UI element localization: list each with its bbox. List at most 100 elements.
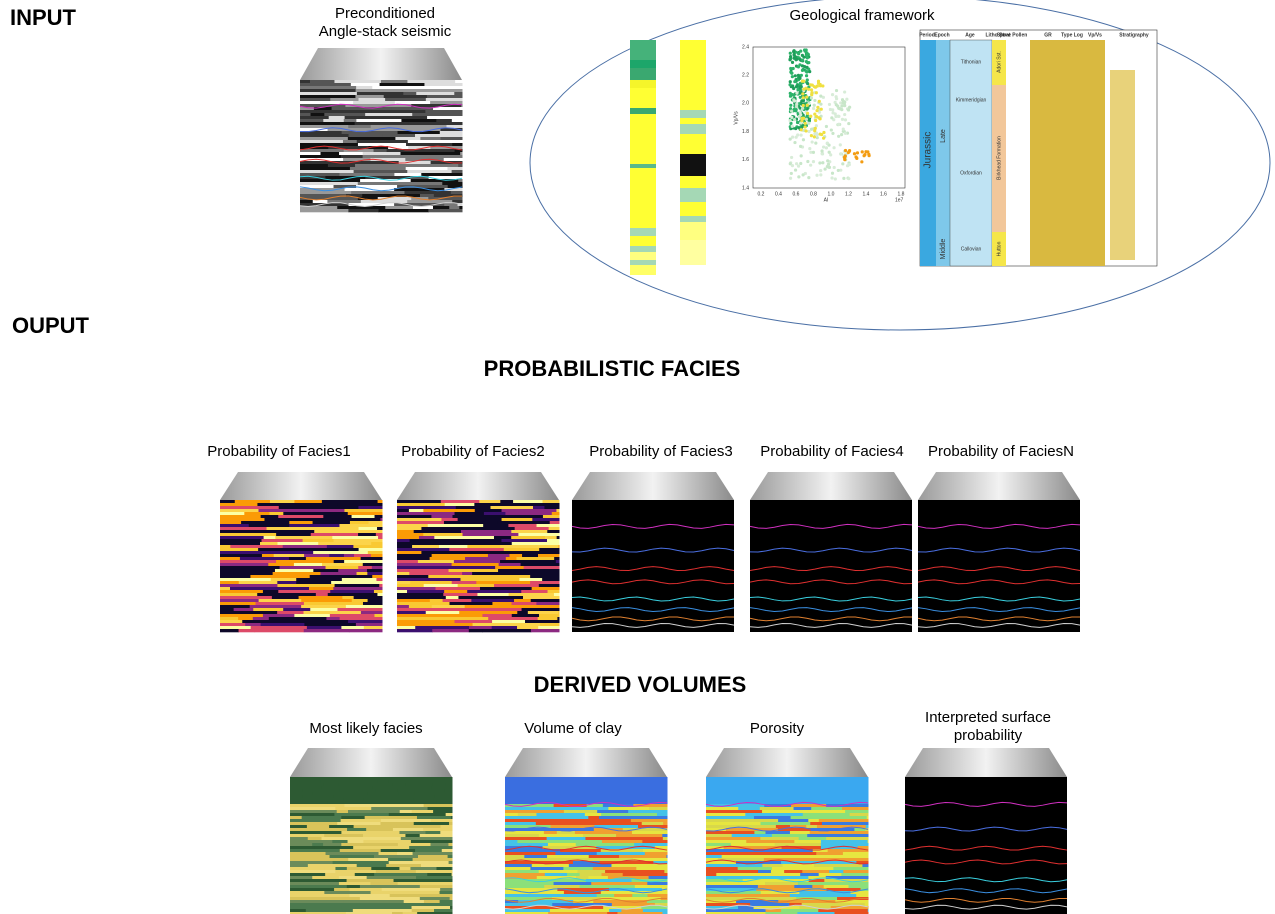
texture — [492, 626, 518, 629]
texture — [290, 906, 342, 909]
texture — [341, 816, 365, 819]
facies-strip — [630, 252, 656, 260]
texture — [706, 849, 755, 852]
texture — [397, 852, 413, 855]
axis-label: Vp/Vs — [733, 111, 739, 125]
texture — [436, 89, 454, 92]
texture — [375, 515, 383, 518]
sample-point — [806, 82, 809, 85]
texture — [234, 608, 254, 611]
texture — [220, 578, 271, 581]
texture — [642, 822, 664, 825]
texture — [421, 527, 439, 530]
texture — [397, 527, 422, 530]
texture — [557, 536, 560, 539]
texture — [414, 801, 436, 804]
texture — [433, 810, 452, 813]
texture — [816, 867, 834, 870]
texture — [278, 515, 324, 518]
texture — [250, 605, 302, 608]
facies-strip — [680, 176, 706, 188]
texture — [442, 182, 462, 185]
texture — [397, 524, 428, 527]
texture — [452, 563, 500, 566]
x-tick-label: 1.4 — [863, 191, 870, 197]
texture — [357, 92, 404, 95]
texture — [290, 864, 308, 867]
sample-point — [861, 150, 864, 153]
texture — [482, 629, 531, 632]
texture — [434, 909, 452, 912]
texture — [485, 542, 512, 545]
texture — [449, 861, 453, 864]
texture — [311, 533, 359, 536]
texture — [348, 512, 383, 515]
texture — [322, 500, 378, 503]
texture — [436, 801, 452, 804]
texture — [439, 545, 468, 548]
sample-point — [820, 149, 823, 152]
texture — [220, 623, 246, 626]
texture — [813, 792, 853, 795]
texture — [580, 873, 602, 876]
texture — [706, 894, 739, 897]
facies-strip — [680, 110, 706, 118]
texture — [706, 786, 721, 789]
texture — [458, 596, 496, 599]
texture — [318, 542, 371, 545]
texture — [794, 840, 821, 843]
texture — [764, 852, 817, 855]
texture — [327, 506, 358, 509]
texture — [432, 554, 489, 557]
texture — [414, 530, 462, 533]
facies-strip — [630, 88, 656, 108]
sample-point — [793, 141, 796, 144]
texture — [432, 605, 465, 608]
texture — [505, 831, 544, 834]
texture — [444, 590, 468, 593]
sample-point — [815, 109, 818, 112]
texture — [812, 810, 828, 813]
texture — [443, 572, 463, 575]
texture — [300, 200, 313, 203]
texture — [517, 840, 558, 843]
texture — [866, 825, 869, 828]
texture — [798, 792, 813, 795]
texture — [404, 900, 425, 903]
texture — [452, 143, 462, 146]
sample-point — [799, 96, 802, 99]
sample-point — [794, 168, 797, 171]
sample-point — [840, 133, 843, 136]
texture — [500, 545, 559, 548]
sample-point — [793, 118, 796, 121]
input-title: INPUT — [10, 5, 77, 30]
texture — [505, 894, 539, 897]
texture — [406, 143, 453, 146]
texture — [300, 137, 348, 140]
texture — [599, 819, 631, 822]
cube-top — [300, 48, 462, 80]
texture — [290, 867, 325, 870]
texture — [530, 581, 559, 584]
sample-point — [798, 77, 801, 80]
texture — [791, 816, 840, 819]
facies-strip — [630, 168, 656, 228]
texture — [649, 807, 667, 810]
texture — [398, 843, 431, 846]
texture — [267, 527, 301, 530]
texture — [342, 578, 377, 581]
texture — [397, 503, 445, 506]
texture — [717, 789, 768, 792]
texture — [397, 557, 430, 560]
texture — [821, 843, 859, 846]
texture — [397, 563, 408, 566]
texture — [488, 554, 510, 557]
sample-point — [864, 150, 867, 153]
texture — [647, 894, 667, 897]
texture — [320, 572, 357, 575]
texture — [220, 521, 242, 524]
texture — [505, 783, 527, 786]
texture — [556, 560, 560, 563]
texture — [290, 834, 325, 837]
texture — [357, 864, 387, 867]
